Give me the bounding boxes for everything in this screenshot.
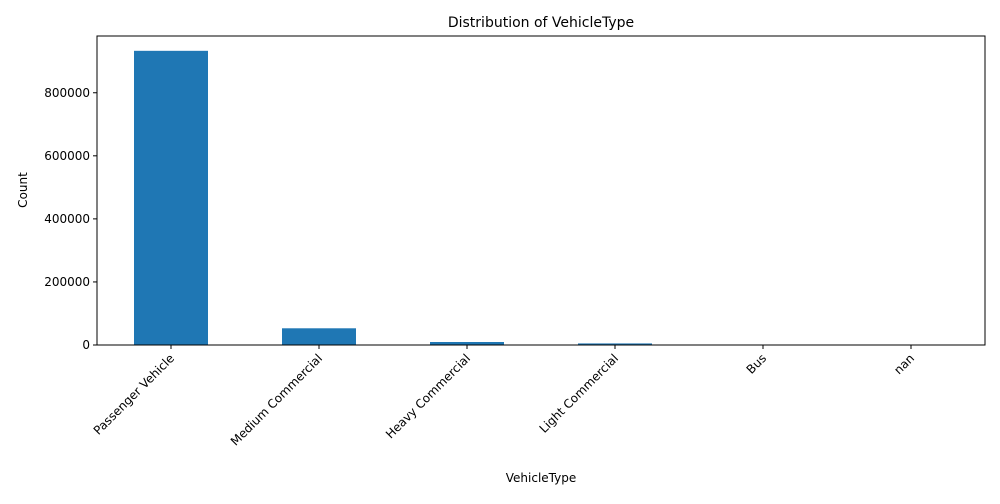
x-tick-label: Heavy Commercial	[383, 351, 473, 441]
y-tick-label: 200000	[44, 275, 90, 289]
bars	[134, 51, 948, 345]
chart-title: Distribution of VehicleType	[448, 15, 634, 31]
x-tick-label: Bus	[744, 351, 770, 377]
y-tick-label: 400000	[44, 212, 90, 226]
y-axis-label: Count	[16, 172, 30, 208]
y-tick-label: 800000	[44, 86, 90, 100]
x-axis-ticks: Passenger Vehicle Medium Commercial Heavy …	[91, 345, 917, 449]
y-tick-label: 600000	[44, 149, 90, 163]
bar-passenger-vehicle	[134, 51, 208, 345]
x-axis-label: VehicleType	[506, 471, 576, 485]
plot-frame	[97, 36, 985, 345]
x-tick-label: Medium Commercial	[228, 351, 325, 448]
x-tick-label: nan	[891, 351, 917, 377]
x-tick-label: Passenger Vehicle	[91, 351, 177, 437]
y-axis-ticks: 0 200000 400000 600000 800000	[44, 86, 97, 352]
y-tick-label: 0	[82, 338, 90, 352]
bar-medium-commercial	[282, 328, 356, 345]
x-tick-label: Light Commercial	[537, 351, 622, 436]
